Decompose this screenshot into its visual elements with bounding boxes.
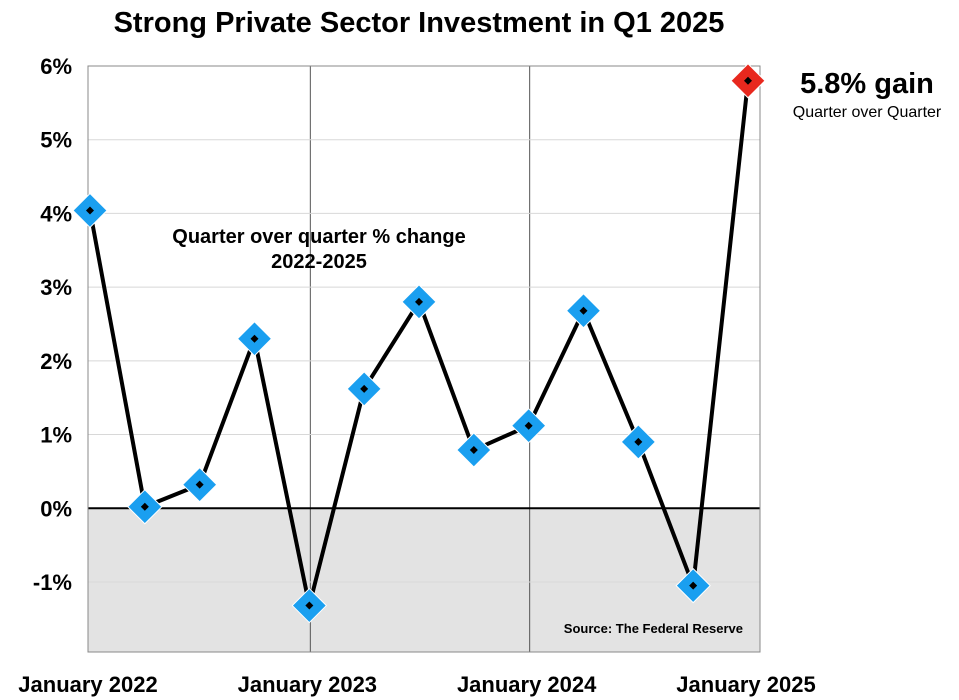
callout-main: 5.8% gain — [800, 68, 934, 100]
marker-center-dot — [744, 76, 752, 85]
marker-center-dot — [360, 384, 369, 393]
data-point — [181, 466, 218, 503]
data-point — [72, 192, 108, 229]
y-tick-label: -1% — [33, 570, 72, 595]
data-point — [127, 489, 163, 525]
marker-center-dot — [689, 581, 698, 590]
x-axis-tick-labels: January 2022 January 2023 January 2024 Janu… — [18, 672, 815, 697]
marker-center-dot — [86, 206, 94, 215]
x-tick-label: January 2023 — [238, 672, 377, 697]
marker-center-dot — [469, 446, 478, 455]
data-point — [401, 284, 437, 320]
marker-center-dot — [524, 421, 533, 430]
source-note: Source: The Federal Reserve — [564, 621, 743, 636]
negative-region-fill — [88, 508, 760, 652]
x-tick-label: January 2025 — [676, 672, 815, 697]
y-tick-label: 3% — [40, 275, 72, 300]
data-point — [346, 371, 382, 407]
data-point — [236, 321, 273, 357]
y-tick-label: 0% — [40, 496, 72, 521]
data-point — [510, 408, 547, 444]
y-tick-label: 5% — [40, 128, 72, 153]
marker-center-dot — [305, 601, 314, 610]
y-tick-label: 1% — [40, 423, 72, 448]
y-tick-label: 2% — [40, 349, 72, 374]
data-point — [565, 293, 602, 329]
highlight-data-point — [730, 63, 766, 99]
x-tick-label: January 2024 — [457, 672, 597, 697]
plot-frame — [87, 65, 761, 653]
data-point — [291, 587, 328, 624]
marker-center-dot — [140, 502, 149, 511]
marker-center-dot — [634, 437, 643, 446]
callout-sub: Quarter over Quarter — [793, 104, 942, 121]
vertical-gridlines — [309, 66, 531, 652]
data-point — [675, 567, 711, 604]
y-axis-tick-labels: 6% 5% 4% 3% 2% 1% 0% -1% — [33, 54, 72, 595]
data-point — [456, 432, 492, 468]
marker-center-dot — [415, 297, 423, 306]
y-tick-label: 6% — [40, 54, 72, 79]
marker-center-dot — [579, 306, 588, 315]
series-markers — [72, 63, 766, 624]
x-tick-label: January 2022 — [18, 672, 157, 697]
chart-subtitle-line-2: 2022-2025 — [271, 251, 367, 273]
horizontal-gridlines — [88, 65, 760, 583]
marker-center-dot — [250, 334, 259, 343]
data-point — [620, 424, 657, 460]
chart-subtitle-line-1: Quarter over quarter % change — [172, 226, 465, 248]
y-tick-label: 4% — [40, 201, 72, 226]
chart-title: Strong Private Sector Investment in Q1 2… — [114, 7, 725, 39]
marker-center-dot — [195, 480, 204, 489]
